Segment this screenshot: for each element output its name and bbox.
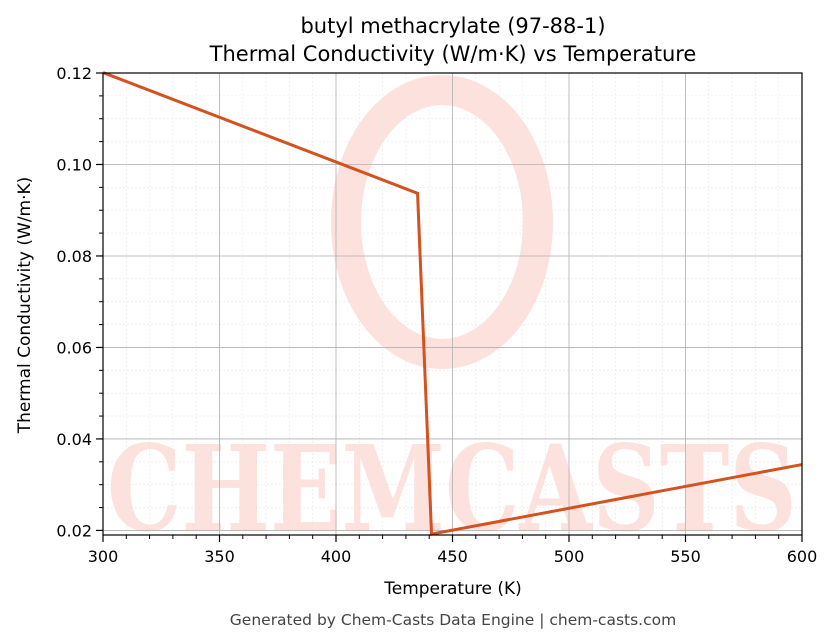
chart-subtitle: Thermal Conductivity (W/m·K) vs Temperat… (209, 42, 697, 66)
y-tick-label: 0.02 (56, 521, 92, 540)
y-tick-label: 0.12 (56, 64, 92, 83)
y-axis-label: Thermal Conductivity (W/m·K) (15, 177, 35, 435)
x-tick-label: 500 (554, 547, 585, 566)
axis-ticks (96, 72, 803, 542)
y-tick-label: 0.08 (56, 247, 92, 266)
x-axis-label: Temperature (K) (383, 579, 522, 599)
y-tick-label: 0.10 (56, 155, 92, 174)
footer-credit: Generated by Chem-Casts Data Engine | ch… (230, 611, 676, 629)
chart-title: butyl methacrylate (97-88-1) (300, 14, 605, 38)
x-tick-label: 350 (204, 547, 235, 566)
x-tick-label: 550 (670, 547, 701, 566)
watermark: CHEMCASTS (107, 75, 797, 558)
x-tick-label: 400 (321, 547, 352, 566)
x-tick-label: 600 (787, 547, 818, 566)
x-tick-label: 300 (88, 547, 119, 566)
axis-tick-labels: 300 350 400 450 500 550 600 0.02 0.04 0.06 0.08 0.1… (56, 64, 817, 566)
watermark-logo-ring (331, 75, 553, 369)
series-line (102, 71, 803, 536)
y-tick-label: 0.06 (56, 338, 92, 357)
y-tick-label: 0.04 (56, 430, 92, 449)
x-tick-label: 450 (437, 547, 468, 566)
